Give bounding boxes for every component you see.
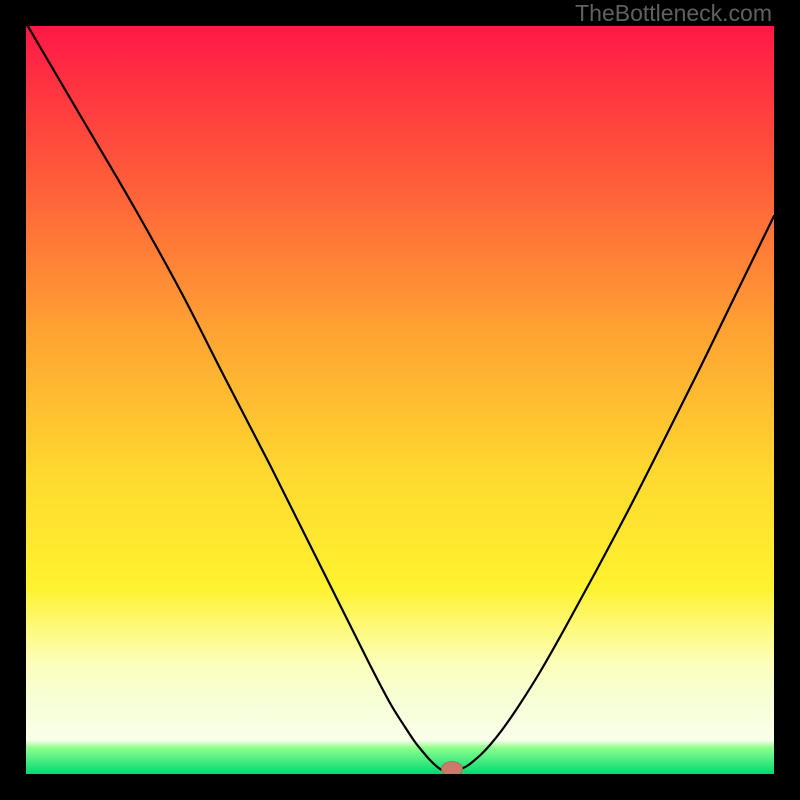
watermark-text: TheBottleneck.com bbox=[575, 0, 772, 26]
bottleneck-chart: TheBottleneck.com bbox=[0, 0, 800, 800]
plot-background bbox=[26, 26, 774, 774]
chart-container: TheBottleneck.com bbox=[0, 0, 800, 800]
